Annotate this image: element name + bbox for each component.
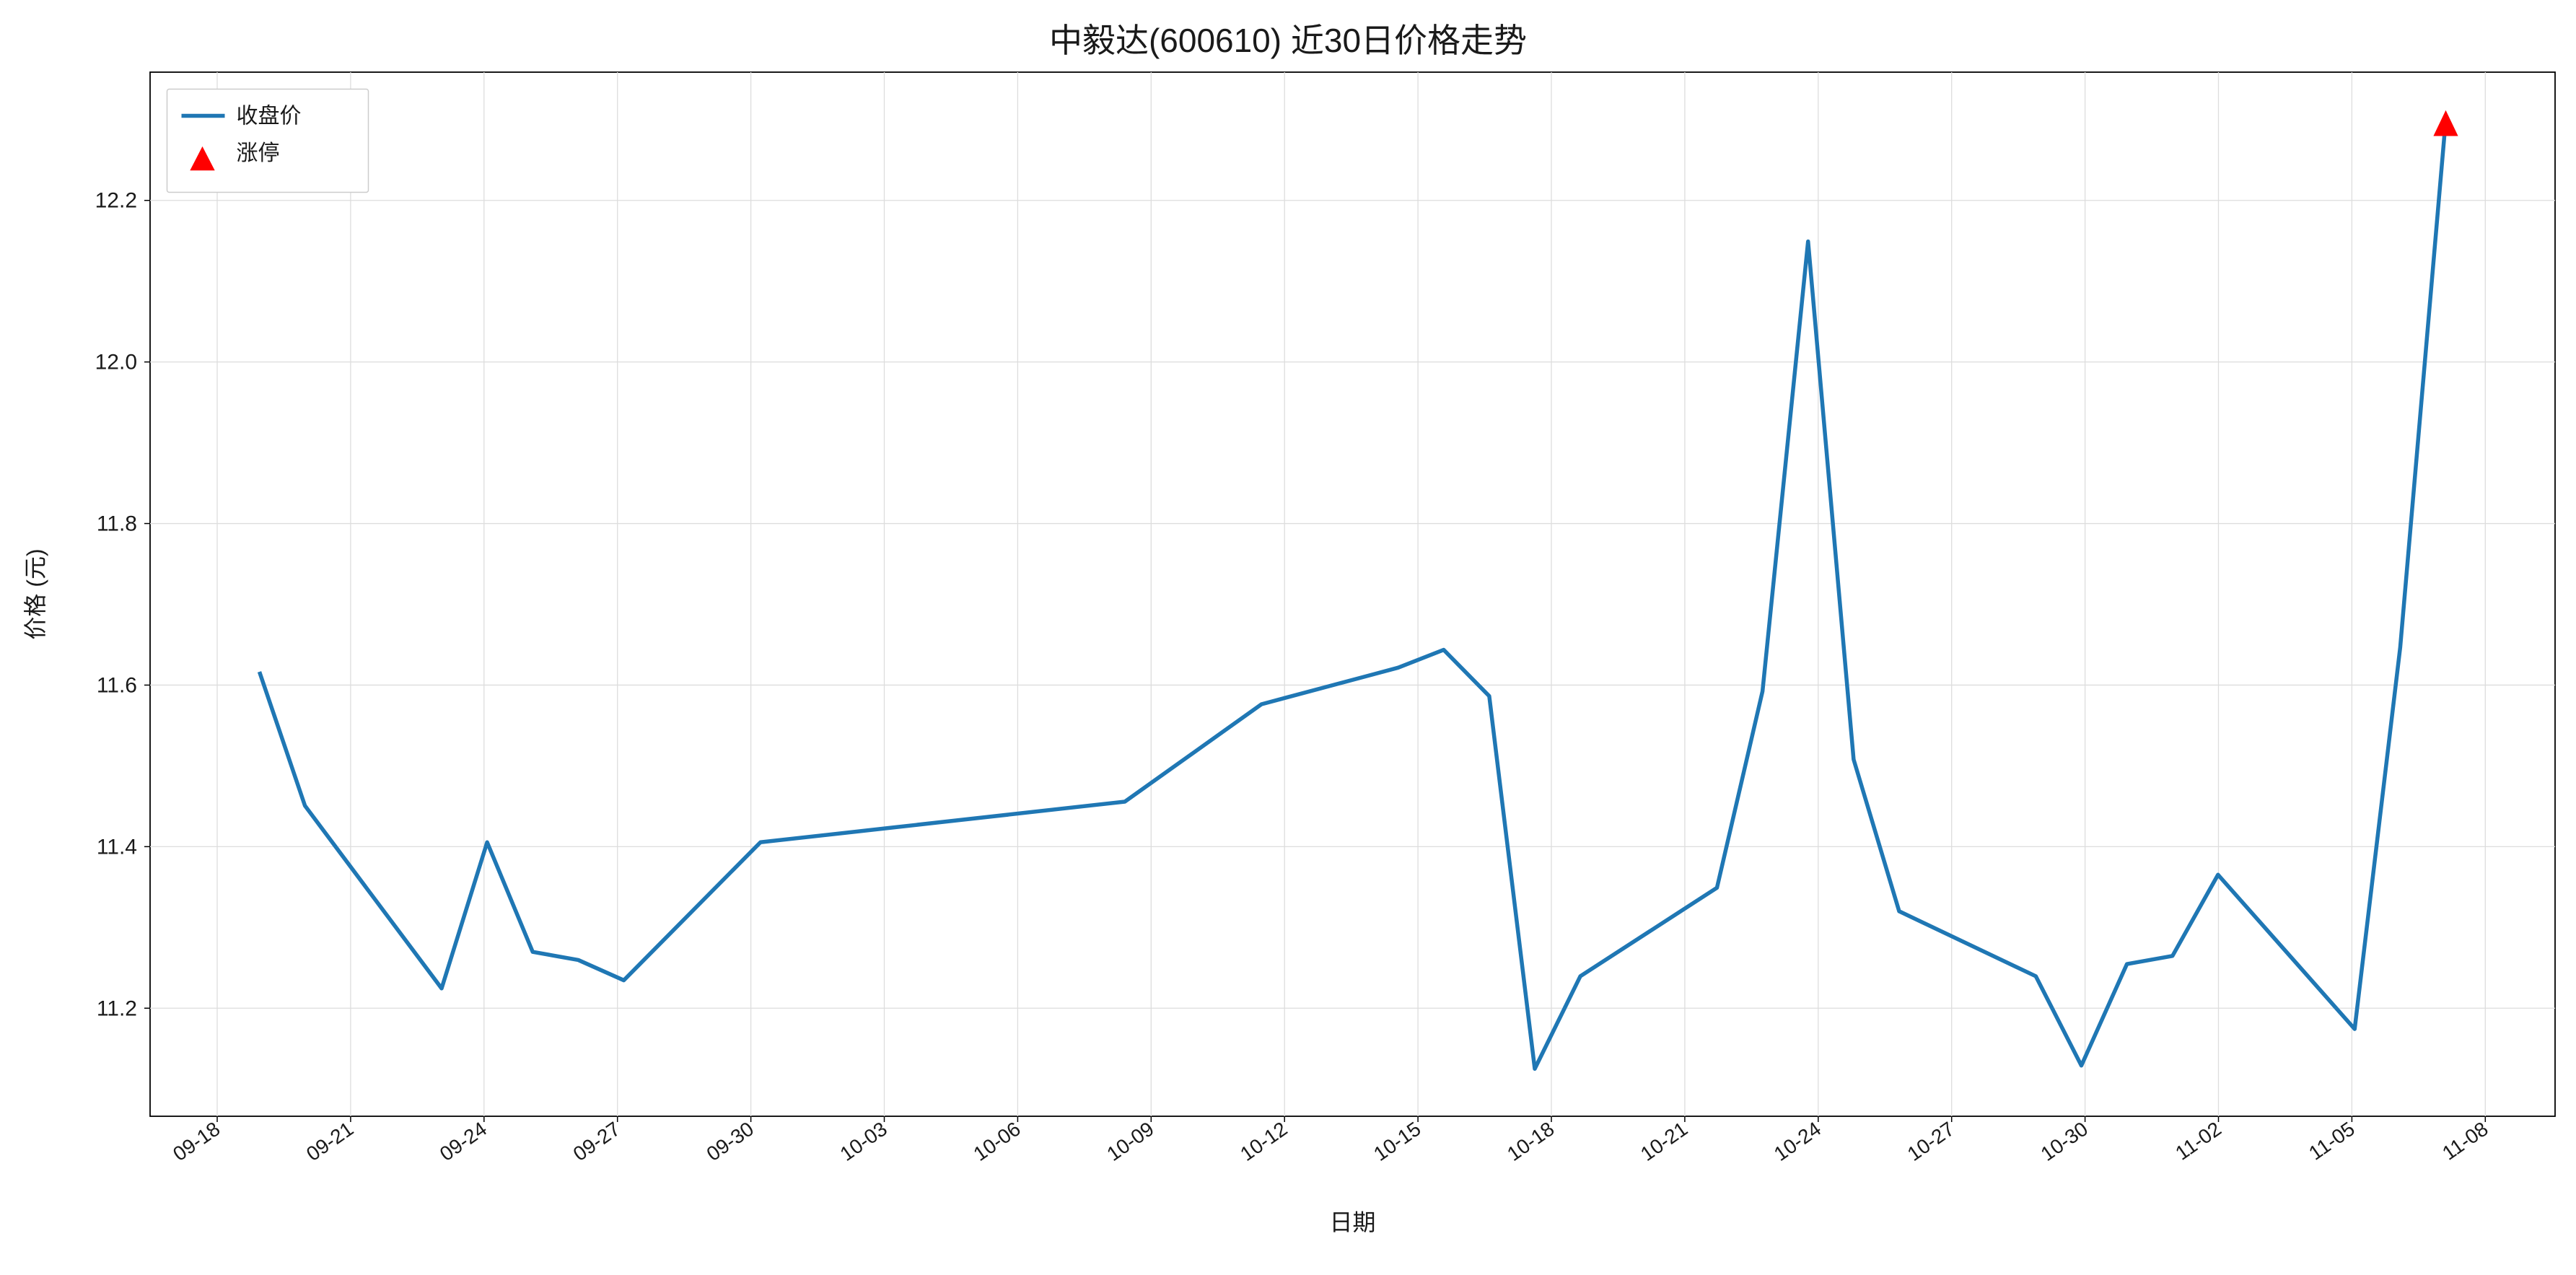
svg-text:中毅达(600610) 近30日价格走势: 中毅达(600610) 近30日价格走势 — [1049, 22, 1527, 59]
svg-text:12.0: 12.0 — [95, 351, 137, 374]
svg-text:日期: 日期 — [1329, 1209, 1375, 1235]
svg-text:收盘价: 收盘价 — [237, 105, 302, 128]
svg-text:12.2: 12.2 — [95, 189, 137, 213]
svg-text:涨停: 涨停 — [237, 141, 280, 165]
svg-text:11.8: 11.8 — [97, 512, 137, 536]
svg-text:价格 (元): 价格 (元) — [22, 548, 48, 639]
svg-text:11.4: 11.4 — [97, 835, 137, 859]
svg-text:11.6: 11.6 — [97, 673, 137, 697]
svg-text:11.2: 11.2 — [97, 996, 137, 1020]
